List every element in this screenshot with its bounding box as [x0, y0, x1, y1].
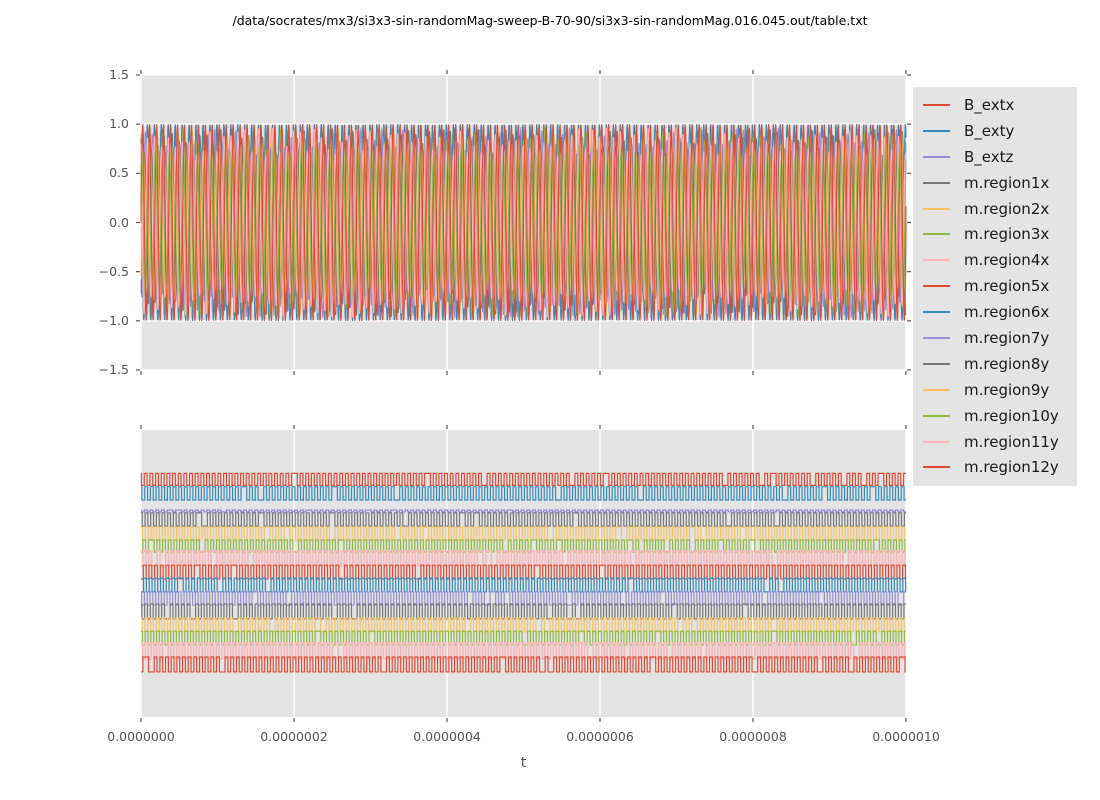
legend-line-swatch [923, 207, 950, 210]
legend-line-swatch [923, 103, 950, 106]
y-tick-label: −0.5 [98, 263, 129, 279]
y-tick-label: 1.5 [109, 67, 129, 82]
plot-title: /data/socrates/mx3/si3x3-sin-randomMag-s… [232, 13, 868, 28]
legend-label: m.region8y [964, 354, 1050, 373]
legend-entry: m.region5x [913, 273, 1077, 299]
legend-label: m.region7y [964, 328, 1050, 347]
bottom-series-m.region3x [141, 539, 906, 553]
legend-line-swatch [923, 311, 950, 314]
bottom-series-m.region10y [141, 630, 906, 646]
legend-line-swatch [923, 155, 950, 158]
legend-line-swatch [923, 285, 950, 288]
legend-entry: m.region4x [913, 247, 1077, 273]
legend-line-swatch [923, 336, 950, 339]
legend-label: m.region2x [964, 199, 1050, 218]
bottom-series-B_extz [140, 509, 906, 513]
bottom-series-m.region1x [141, 512, 906, 527]
legend-label: m.region1x [964, 173, 1050, 192]
legend-label: m.region3x [964, 225, 1050, 244]
y-tick-label: −1.5 [98, 362, 129, 377]
legend-label: B_extz [964, 147, 1014, 166]
bottom-series-group [140, 472, 907, 673]
legend-label: B_exty [964, 121, 1015, 140]
top-series-group [140, 124, 907, 321]
legend-line-swatch [923, 414, 950, 417]
y-tick-label: 0.0 [109, 214, 129, 230]
legend-label: m.region6x [964, 303, 1050, 322]
legend-entry: m.region3x [913, 221, 1077, 247]
x-axis-label: t [520, 755, 527, 771]
legend-label: m.region9y [964, 380, 1050, 399]
x-tick-label: 0.0000008 [719, 729, 787, 744]
x-tick-label: 0.0000006 [566, 729, 634, 744]
legend-label: m.region12y [964, 458, 1059, 477]
legend-entry: m.region11y [913, 429, 1077, 455]
legend-line-swatch [923, 129, 950, 132]
legend-label: m.region11y [964, 432, 1059, 451]
x-tick-label: 0.0000002 [260, 729, 328, 744]
x-tick-label: 0.0000010 [872, 729, 940, 744]
legend-entry: B_extz [913, 144, 1077, 170]
legend-entry: B_exty [913, 118, 1077, 144]
x-tick-label: 0.0000000 [107, 729, 175, 744]
legend-line-swatch [923, 440, 950, 443]
legend-entry: m.region1x [913, 170, 1077, 196]
bottom-series-m.region12y [141, 656, 906, 673]
x-tick-label: 0.0000004 [413, 729, 481, 744]
legend-entry: m.region10y [913, 403, 1077, 429]
y-tick-label: 0.5 [109, 165, 129, 181]
legend-entry: m.region7y [913, 325, 1077, 351]
legend-line-swatch [923, 259, 950, 262]
legend-label: B_extx [964, 95, 1015, 114]
bottom-series-m.region11y [141, 642, 906, 660]
legend-entry: m.region12y [913, 454, 1077, 480]
legend-entry: m.region6x [913, 299, 1077, 325]
top-series-m.region11y [140, 126, 907, 319]
y-tick-label: 1.0 [109, 116, 129, 132]
tick-marks [136, 70, 911, 722]
legend-line-swatch [923, 181, 950, 184]
legend-entry: m.region9y [913, 377, 1077, 403]
y-tick-label: −1.0 [98, 312, 129, 328]
legend-line-swatch [923, 362, 950, 365]
legend-line-swatch [923, 388, 950, 391]
legend: B_extx B_exty B_extz m.region1x m.region2x m.… [913, 87, 1077, 486]
legend-entry: B_extx [913, 92, 1077, 118]
legend-label: m.region10y [964, 406, 1059, 425]
bottom-series-B_exty [141, 486, 906, 501]
legend-entry: m.region8y [913, 351, 1077, 377]
bottom-series-m.region4x [141, 550, 906, 567]
legend-label: m.region4x [964, 251, 1050, 270]
bottom-series-B_extx [140, 472, 906, 486]
top-series-m.region12y [140, 124, 907, 321]
legend-entry: m.region2x [913, 196, 1077, 222]
legend-line-swatch [923, 466, 950, 469]
legend-line-swatch [923, 233, 950, 236]
legend-label: m.region5x [964, 277, 1050, 296]
